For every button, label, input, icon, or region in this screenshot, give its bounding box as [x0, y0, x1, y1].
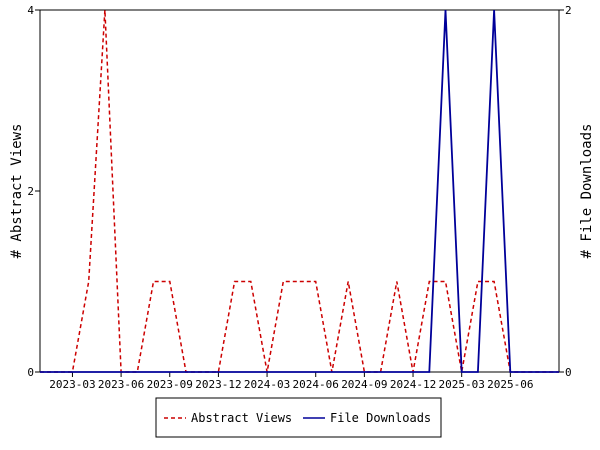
- right-tick-label: 0: [565, 366, 572, 379]
- x-tick-label: 2023-06: [98, 378, 144, 391]
- left-tick-label: 2: [27, 185, 34, 198]
- left-axis-title: # Abstract Views: [9, 124, 25, 259]
- x-tick-label: 2025-06: [487, 378, 533, 391]
- legend: Abstract Views File Downloads: [155, 397, 442, 438]
- left-axis-ticks: 0 2 4: [27, 4, 40, 379]
- x-tick-label: 2025-03: [439, 378, 485, 391]
- x-tick-label: 2024-09: [341, 378, 387, 391]
- x-axis-ticks: 2023-03 2023-06 2023-09 2023-12 2024-03 2024-…: [49, 372, 534, 391]
- x-tick-label: 2024-03: [244, 378, 290, 391]
- right-axis-title: # File Downloads: [579, 124, 595, 259]
- right-axis-ticks: 02: [559, 4, 572, 379]
- left-tick-label: 0: [27, 366, 34, 379]
- x-tick-label: 2023-12: [195, 378, 241, 391]
- legend-label-abstract-views: Abstract Views: [191, 411, 292, 425]
- series-layer: [40, 9, 559, 373]
- left-tick-label: 4: [27, 4, 34, 17]
- x-tick-label: 2023-03: [49, 378, 95, 391]
- x-tick-label: 2024-12: [390, 378, 436, 391]
- series-line-file-downloads: [40, 9, 559, 373]
- legend-label-file-downloads: File Downloads: [330, 411, 431, 425]
- x-tick-label: 2024-06: [293, 378, 339, 391]
- x-tick-label: 2023-09: [147, 378, 193, 391]
- right-tick-label: 2: [565, 4, 572, 17]
- legend-box: [155, 397, 442, 438]
